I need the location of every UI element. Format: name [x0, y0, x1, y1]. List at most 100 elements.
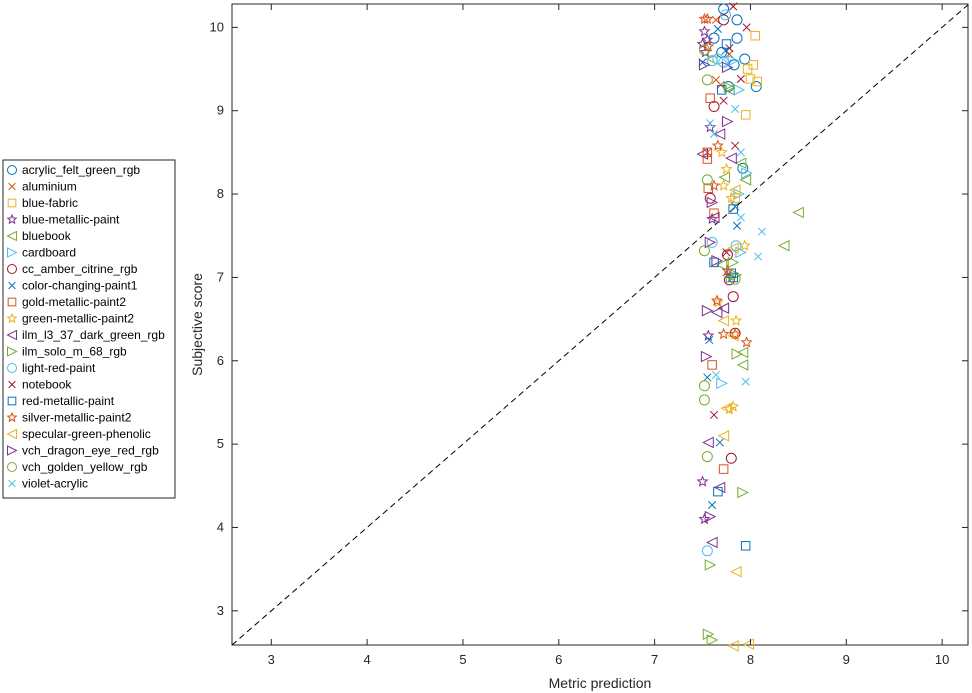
data-point: [728, 272, 738, 283]
data-point: [711, 15, 721, 24]
data-point: [717, 429, 730, 442]
x-tick-label: 10: [935, 652, 949, 667]
legend-item-label: vch_golden_yellow_rgb: [22, 460, 148, 474]
data-point: [709, 129, 719, 139]
data-point: [718, 171, 731, 184]
data-point: [709, 410, 719, 420]
data-point: [720, 402, 732, 415]
data-point: [736, 148, 745, 157]
legend-marker-triangle-right-icon: [7, 445, 18, 456]
data-point: [733, 188, 746, 200]
x-tick-label: 8: [747, 652, 754, 667]
data-point: [700, 350, 713, 363]
legend-item-label: blue-metallic-paint: [22, 213, 120, 227]
legend-item-label: gold-metallic-paint2: [22, 295, 126, 309]
data-point: [701, 33, 714, 45]
data-point: [737, 162, 749, 174]
data-point: [713, 481, 726, 494]
data-point: [702, 329, 715, 341]
data-point: [718, 14, 730, 26]
legend-item-label: silver-metallic-paint2: [22, 411, 132, 425]
legend-marker-circle-icon: [7, 363, 17, 373]
legend-marker-x-icon: [8, 380, 16, 389]
data-point: [704, 236, 717, 249]
series-violet-acrylic: [706, 59, 767, 386]
data-point: [742, 64, 753, 74]
x-tick-label: 7: [651, 652, 658, 667]
legend-marker-x-icon: [8, 479, 16, 488]
data-point: [752, 76, 762, 87]
data-point: [757, 227, 767, 236]
data-point: [719, 96, 728, 105]
data-point: [734, 157, 747, 170]
data-point: [707, 360, 717, 370]
series-silver-metallic-paint2: [698, 12, 753, 348]
data-point: [706, 634, 719, 646]
legend-marker-x-icon: [8, 182, 16, 191]
data-point: [696, 148, 709, 160]
legend-item-label: green-metallic-paint2: [22, 312, 134, 326]
y-tick-label: 7: [217, 269, 224, 284]
plot-area: [231, 3, 969, 646]
legend-item-label: ilm_solo_m_68_rgb: [22, 345, 127, 359]
legend-item-label: aluminium: [22, 180, 77, 194]
data-point: [698, 394, 710, 406]
legend-marker-triangle-right-icon: [7, 346, 18, 357]
legend-marker-star-icon: [6, 213, 18, 225]
legend-marker-square-icon: [7, 198, 17, 208]
data-point: [741, 377, 750, 386]
data-point: [729, 327, 742, 340]
data-point: [701, 451, 713, 463]
reference-diagonal-line: [231, 4, 969, 646]
y-axis-label: Subjective score: [189, 273, 205, 376]
data-point: [792, 206, 804, 219]
data-point: [731, 14, 743, 26]
data-point: [717, 179, 730, 191]
series-red-metallic-paint: [709, 39, 751, 551]
data-point: [706, 119, 715, 128]
data-point: [713, 128, 726, 140]
axes-box: [231, 3, 969, 646]
data-point: [725, 271, 738, 284]
series-vch_golden_yellow_rgb: [698, 44, 741, 463]
data-point: [704, 121, 717, 133]
data-point: [721, 115, 734, 128]
data-point: [704, 559, 717, 571]
x-tick-label: 4: [364, 652, 371, 667]
data-point: [730, 240, 742, 252]
data-point: [750, 81, 762, 93]
data-point: [698, 380, 710, 392]
data-point: [723, 81, 736, 94]
data-point: [701, 545, 713, 557]
data-point: [698, 245, 710, 257]
data-point: [716, 85, 727, 95]
data-point: [705, 93, 715, 103]
data-point: [742, 23, 751, 32]
y-tick-label: 8: [217, 186, 224, 201]
data-point: [702, 436, 714, 449]
legend-box: [2, 159, 176, 499]
data-point: [731, 141, 740, 150]
data-point: [742, 638, 755, 650]
data-point: [710, 306, 723, 319]
data-point: [736, 74, 745, 84]
data-point: [711, 254, 724, 267]
data-point: [698, 59, 711, 71]
data-point: [754, 252, 763, 261]
data-point: [740, 541, 751, 551]
series-blue-fabric: [730, 30, 762, 203]
data-point: [731, 348, 744, 360]
data-point: [711, 370, 721, 380]
data-point: [720, 9, 732, 21]
legend-item-label: color-changing-paint1: [22, 279, 138, 293]
legend-item-label: violet-acrylic: [22, 477, 88, 491]
legend-marker-triangle-left-icon: [6, 329, 17, 341]
data-point: [721, 264, 734, 276]
x-axis-label: Metric prediction: [549, 675, 652, 691]
data-point: [716, 377, 728, 390]
data-point: [701, 12, 714, 25]
data-point: [712, 53, 724, 65]
data-point: [706, 196, 719, 209]
legend-marker-circle-icon: [7, 264, 17, 274]
